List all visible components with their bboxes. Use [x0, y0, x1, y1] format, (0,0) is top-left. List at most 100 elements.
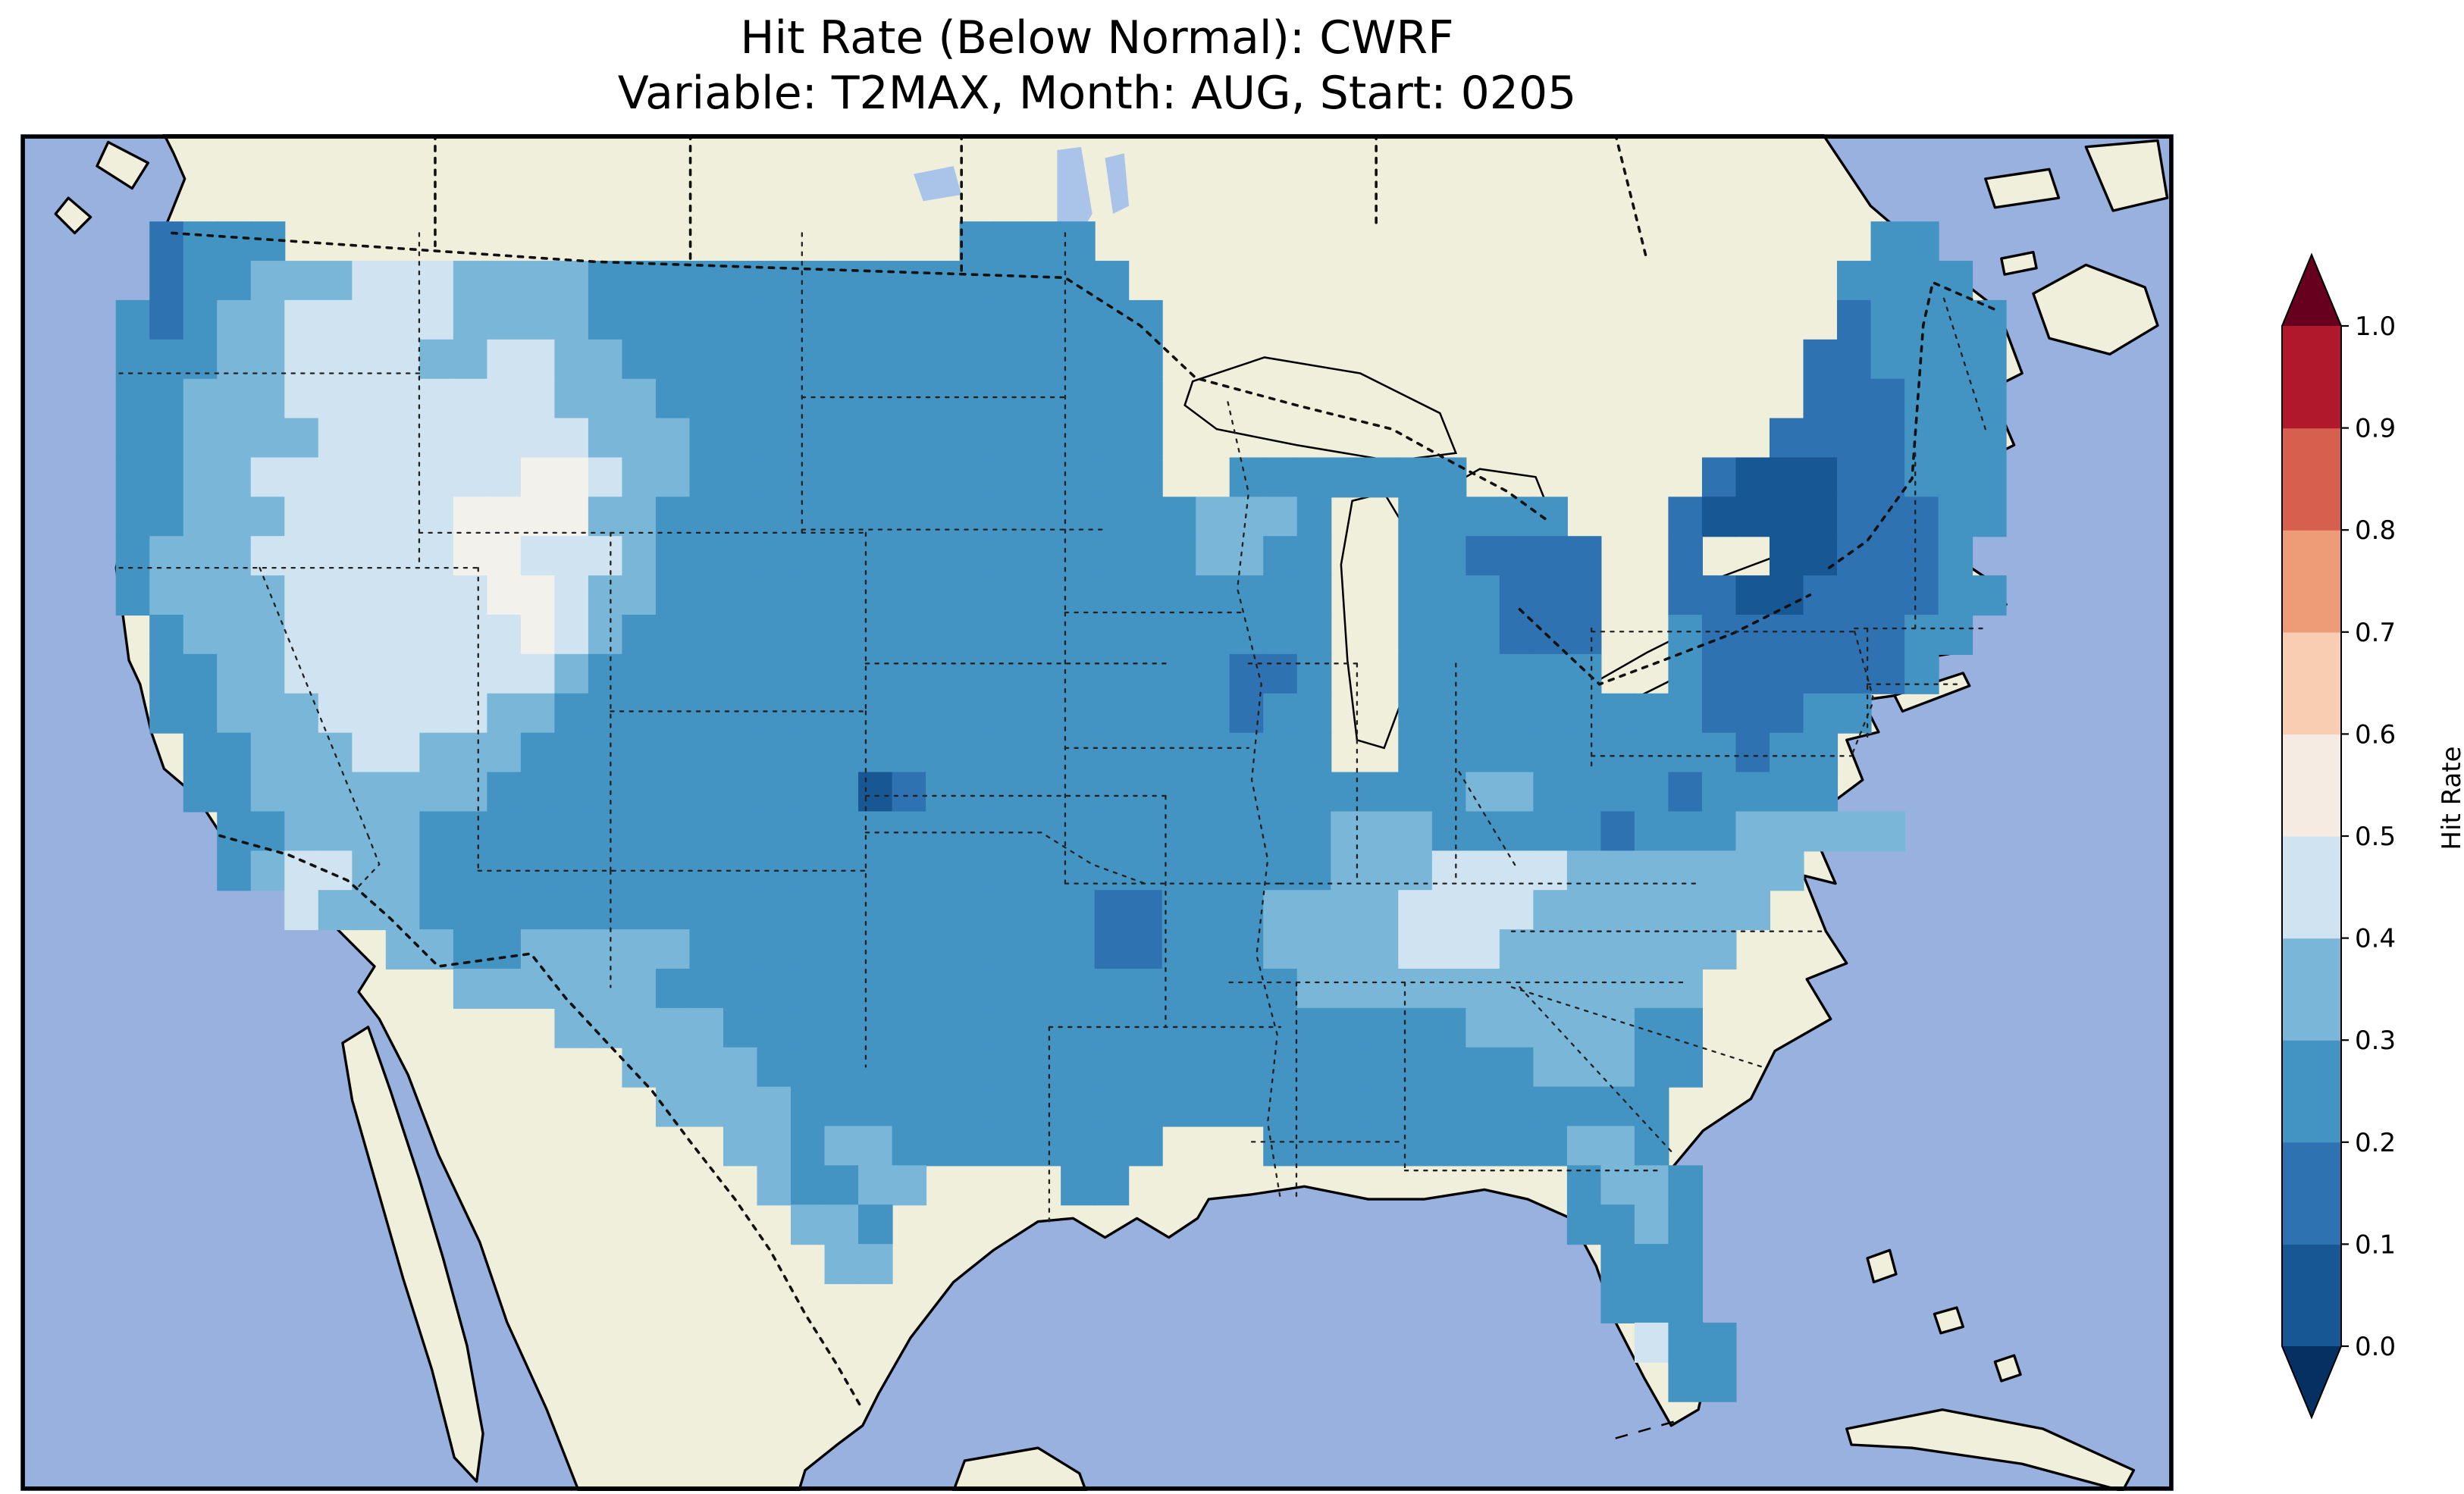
- grid-cell: [1128, 811, 1163, 852]
- grid-cell: [352, 615, 387, 655]
- grid-cell: [959, 968, 995, 1009]
- grid-cell: [1296, 615, 1332, 655]
- grid-cell: [250, 261, 286, 301]
- grid-cell: [1938, 418, 1973, 459]
- grid-cell: [352, 457, 387, 498]
- grid-cell: [655, 811, 691, 852]
- grid-cell: [453, 457, 488, 498]
- colorbar-tick-label: 0.4: [2355, 924, 2396, 954]
- grid-cell: [1533, 772, 1568, 813]
- grid-cell: [419, 653, 454, 694]
- grid-cell: [993, 575, 1028, 616]
- grid-cell: [892, 378, 927, 419]
- grid-cell: [1061, 457, 1096, 498]
- grid-cell: [318, 811, 353, 852]
- grid-cell: [791, 968, 826, 1009]
- grid-cell: [1027, 615, 1062, 655]
- grid-cell: [554, 653, 589, 694]
- grid-cell: [1027, 378, 1062, 419]
- grid-cell: [1094, 1007, 1130, 1048]
- grid-cell: [149, 653, 184, 694]
- grid-cell: [284, 457, 319, 498]
- grid-cell: [419, 339, 454, 380]
- grid-cell: [419, 378, 454, 419]
- grid-cell: [1634, 929, 1669, 970]
- grid-cell: [689, 890, 725, 931]
- prince-edward-island: [2000, 250, 2038, 276]
- grid-cell: [1027, 339, 1062, 380]
- grid-cell: [791, 1086, 826, 1127]
- grid-cell: [1027, 929, 1062, 970]
- grid-cell: [1701, 615, 1737, 655]
- grid-cell: [1904, 653, 1939, 694]
- grid-cell: [1600, 1007, 1635, 1048]
- grid-cell: [791, 496, 826, 537]
- grid-cell: [892, 693, 927, 734]
- grid-cell: [1668, 929, 1703, 970]
- grid-cell: [723, 261, 758, 301]
- grid-cell: [723, 457, 758, 498]
- grid-cell: [959, 850, 995, 891]
- grid-cell: [858, 339, 893, 380]
- grid-cell: [1364, 929, 1400, 970]
- grid-cell: [1701, 575, 1737, 616]
- grid-cell: [1061, 968, 1096, 1009]
- grid-cell: [1837, 261, 1872, 301]
- grid-cell: [318, 378, 353, 419]
- grid-cell: [993, 299, 1028, 340]
- grid-cell: [1161, 693, 1197, 734]
- grid-cell: [723, 890, 758, 931]
- grid-cell: [723, 536, 758, 577]
- grid-cell: [757, 339, 792, 380]
- grid-cell: [1837, 575, 1872, 616]
- grid-cell: [588, 536, 623, 577]
- grid-cell: [622, 653, 657, 694]
- grid-cell: [1533, 653, 1568, 694]
- grid-cell: [1904, 457, 1939, 498]
- grid-cell: [1499, 968, 1535, 1009]
- grid-cell: [520, 772, 556, 813]
- grid-cell: [1769, 772, 1804, 813]
- grid-cell: [1870, 653, 1906, 694]
- grid-cell: [149, 418, 184, 459]
- grid-cell: [385, 261, 421, 301]
- map-border: [20, 134, 2174, 1491]
- grid-cell: [1870, 575, 1906, 616]
- grid-cell: [993, 772, 1028, 813]
- grid-cell: [1364, 1047, 1400, 1088]
- grid-cell: [1668, 968, 1703, 1009]
- grid-cell: [1904, 575, 1939, 616]
- grid-cell: [892, 772, 927, 813]
- grid-cell: [1027, 653, 1062, 694]
- grid-cell: [1870, 299, 1906, 340]
- grid-cell: [926, 457, 961, 498]
- grid-cell: [1600, 1244, 1635, 1285]
- grid-cell: [520, 732, 556, 773]
- grid-cell: [1196, 850, 1230, 891]
- grid-cell: [1296, 1126, 1332, 1167]
- grid-cell: [487, 261, 522, 301]
- grid-cell: [689, 299, 725, 340]
- grid-cell: [149, 221, 184, 262]
- grid-cell: [453, 536, 488, 577]
- grid-cell: [1061, 378, 1096, 419]
- grid-cell: [858, 457, 893, 498]
- grid-cell: [1735, 772, 1771, 813]
- grid-cell: [1196, 732, 1230, 773]
- colorbar-segment: [2282, 734, 2341, 837]
- grid-cell: [655, 615, 691, 655]
- grid-cell: [757, 1086, 792, 1127]
- grid-cell: [1094, 1126, 1130, 1167]
- grid-cell: [115, 575, 151, 616]
- grid-cell: [622, 732, 657, 773]
- grid-cell: [588, 772, 623, 813]
- grid-cell: [1735, 732, 1771, 773]
- grid-cell: [1296, 1007, 1332, 1048]
- grid-cell: [1431, 1126, 1467, 1167]
- grid-cell: [723, 615, 758, 655]
- grid-cell: [1466, 536, 1500, 577]
- grid-cell: [1566, 968, 1602, 1009]
- grid-cell: [1634, 732, 1669, 773]
- grid-cell: [554, 378, 589, 419]
- grid-cell: [1466, 1007, 1500, 1048]
